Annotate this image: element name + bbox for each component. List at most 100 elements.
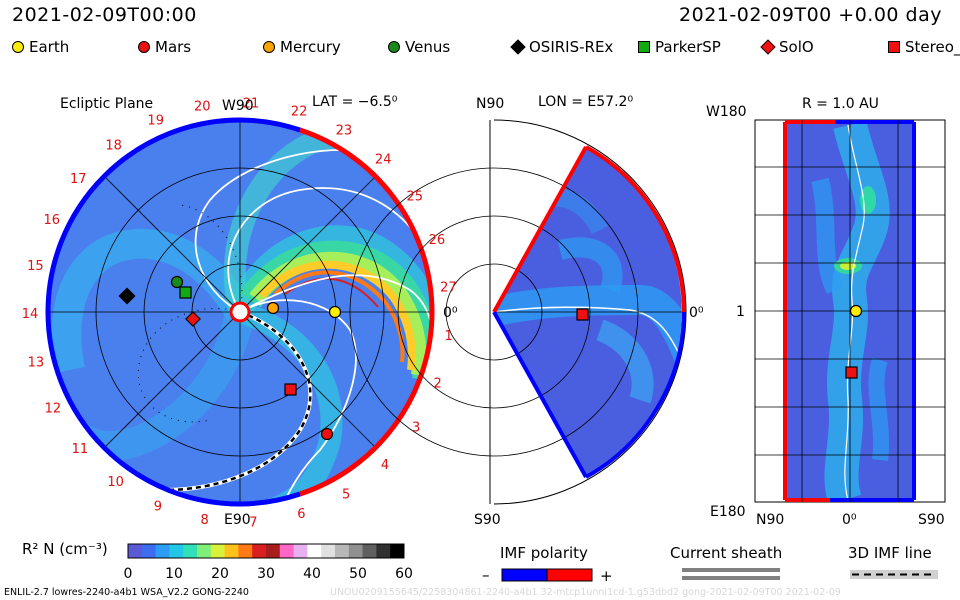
- legend-label: Stereo_: [905, 38, 960, 56]
- venus-marker-icon: [388, 41, 400, 53]
- legend-label: OSIRIS-REx: [529, 38, 614, 56]
- mercury-marker: [266, 301, 280, 315]
- colorbar-segment: [252, 544, 267, 558]
- meridional-n90: N90: [476, 96, 505, 112]
- colorbar-segment: [362, 544, 377, 558]
- carrington-label: 20: [194, 99, 211, 114]
- legend-label: Venus: [405, 38, 451, 56]
- colorbar-segment: [376, 544, 391, 558]
- parkersp-marker-icon: [638, 41, 650, 53]
- sphere-w180: W180: [706, 104, 747, 120]
- ecliptic-lat: LAT = −6.5⁰: [312, 94, 398, 110]
- sphere-s90: S90: [918, 512, 945, 528]
- sphere-e180: E180: [710, 504, 746, 520]
- sphere-0deg: 0⁰: [842, 512, 857, 528]
- colorbar-tick-label: 40: [303, 566, 321, 582]
- colorbar-segment: [279, 544, 295, 558]
- meridional-0deg: 0⁰: [689, 305, 704, 321]
- legend-item-mars: Mars: [138, 38, 191, 56]
- colorbar-tick-label: 30: [257, 566, 275, 582]
- imf3d-label: 3D IMF line: [848, 544, 932, 562]
- venus-marker: [170, 275, 184, 289]
- legend-label: Mercury: [280, 38, 341, 56]
- earth-marker-icon: [12, 41, 24, 53]
- carrington-label: 9: [154, 499, 162, 514]
- colorbar-segment: [348, 544, 364, 558]
- imf-minus: –: [482, 566, 490, 584]
- colorbar-ticks: 0 10 20 30 40 50 60: [124, 566, 413, 582]
- colorbar-segment: [266, 544, 281, 558]
- ecliptic-w90: W90: [222, 98, 254, 114]
- mars-marker: [320, 427, 334, 441]
- current-sheath-label: Current sheath: [670, 544, 783, 562]
- legend-item-mercury: Mercury: [263, 38, 341, 56]
- colorbar-segment: [169, 544, 184, 558]
- carrington-label: 6: [297, 507, 305, 522]
- carrington-label: 2: [434, 377, 442, 392]
- colorbar-segment: [141, 544, 157, 558]
- carrington-label: 7: [249, 516, 257, 531]
- carrington-label: 18: [105, 138, 122, 153]
- carrington-label: 8: [201, 513, 209, 528]
- carrington-label: 23: [336, 124, 353, 139]
- sphere-mid-label: 1: [736, 304, 745, 320]
- carrington-label: 22: [291, 105, 308, 120]
- imf-polarity-label: IMF polarity: [500, 544, 588, 562]
- colorbar-segment: [307, 544, 322, 558]
- colorbar-segment: [321, 544, 336, 558]
- legend-item-osiris-rex: OSIRIS-REx: [510, 38, 614, 56]
- colorbar-tick-label: 10: [165, 566, 183, 582]
- carrington-label: 21: [243, 96, 260, 111]
- stereo-marker-sphere: [845, 366, 858, 379]
- colorbar-segment: [210, 544, 226, 558]
- ecliptic-title: Ecliptic Plane: [60, 96, 154, 112]
- carrington-label: 5: [342, 487, 350, 502]
- date-right: 2021-02-09T00 +0.00 day: [679, 4, 942, 26]
- earth-marker-sphere: [849, 304, 863, 318]
- carrington-label: 1: [445, 329, 453, 344]
- carrington-label: 19: [147, 114, 164, 129]
- legend-item-stereo: Stereo_: [888, 38, 960, 56]
- legend-label: Earth: [29, 38, 70, 56]
- colorbar-tick-label: 60: [395, 566, 413, 582]
- solo-marker: [185, 311, 201, 327]
- imf-plus: +: [600, 567, 613, 585]
- sphere-title: R = 1.0 AU: [802, 96, 879, 112]
- meridional-title: LON = E57.2⁰: [538, 94, 634, 110]
- carrington-label: 16: [44, 213, 61, 228]
- osiris-rex-marker: [118, 287, 136, 305]
- mercury-marker-icon: [263, 41, 275, 53]
- colorbar-segment: [183, 544, 198, 558]
- legend-label: ParkerSP: [655, 38, 721, 56]
- legend-item-venus: Venus: [388, 38, 450, 56]
- carrington-label: 24: [375, 152, 392, 167]
- stereo-marker: [284, 383, 297, 396]
- colorbar-segment: [197, 544, 212, 558]
- sphere-n90: N90: [756, 512, 784, 528]
- mars-marker-icon: [138, 41, 150, 53]
- carrington-label: 3: [412, 420, 420, 435]
- legend-item-parkersp: ParkerSP: [638, 38, 721, 56]
- current-sheath-swatch: [682, 568, 780, 572]
- colorbar-segment: [128, 544, 143, 558]
- colorbar-segment: [293, 544, 308, 558]
- ecliptic-e90: E90: [224, 512, 251, 528]
- carrington-label: 17: [70, 172, 87, 187]
- carrington-label: 27: [440, 280, 457, 295]
- parkersp-marker: [179, 286, 192, 299]
- earth-marker: [328, 305, 342, 319]
- object-legend: Earth Mars Mercury Venus OSIRIS-REx Park…: [0, 38, 960, 60]
- imf-positive-swatch: [546, 568, 593, 582]
- carrington-label: 12: [45, 401, 62, 416]
- carrington-label: 25: [407, 190, 424, 205]
- carrington-label: 11: [72, 442, 89, 457]
- ecliptic-panel: [45, 117, 435, 507]
- run-id-watermark: UNOU0209155645/2258304861-2240-a4b1 32-m…: [330, 587, 841, 598]
- colorbar-border: [127, 543, 405, 559]
- legend-label: Mars: [155, 38, 192, 56]
- carrington-label: 15: [27, 259, 44, 274]
- model-info: ENLIL-2.7 lowres-2240-a4b1 WSA_V2.2 GONG…: [4, 587, 249, 598]
- carrington-label: 4: [381, 458, 389, 473]
